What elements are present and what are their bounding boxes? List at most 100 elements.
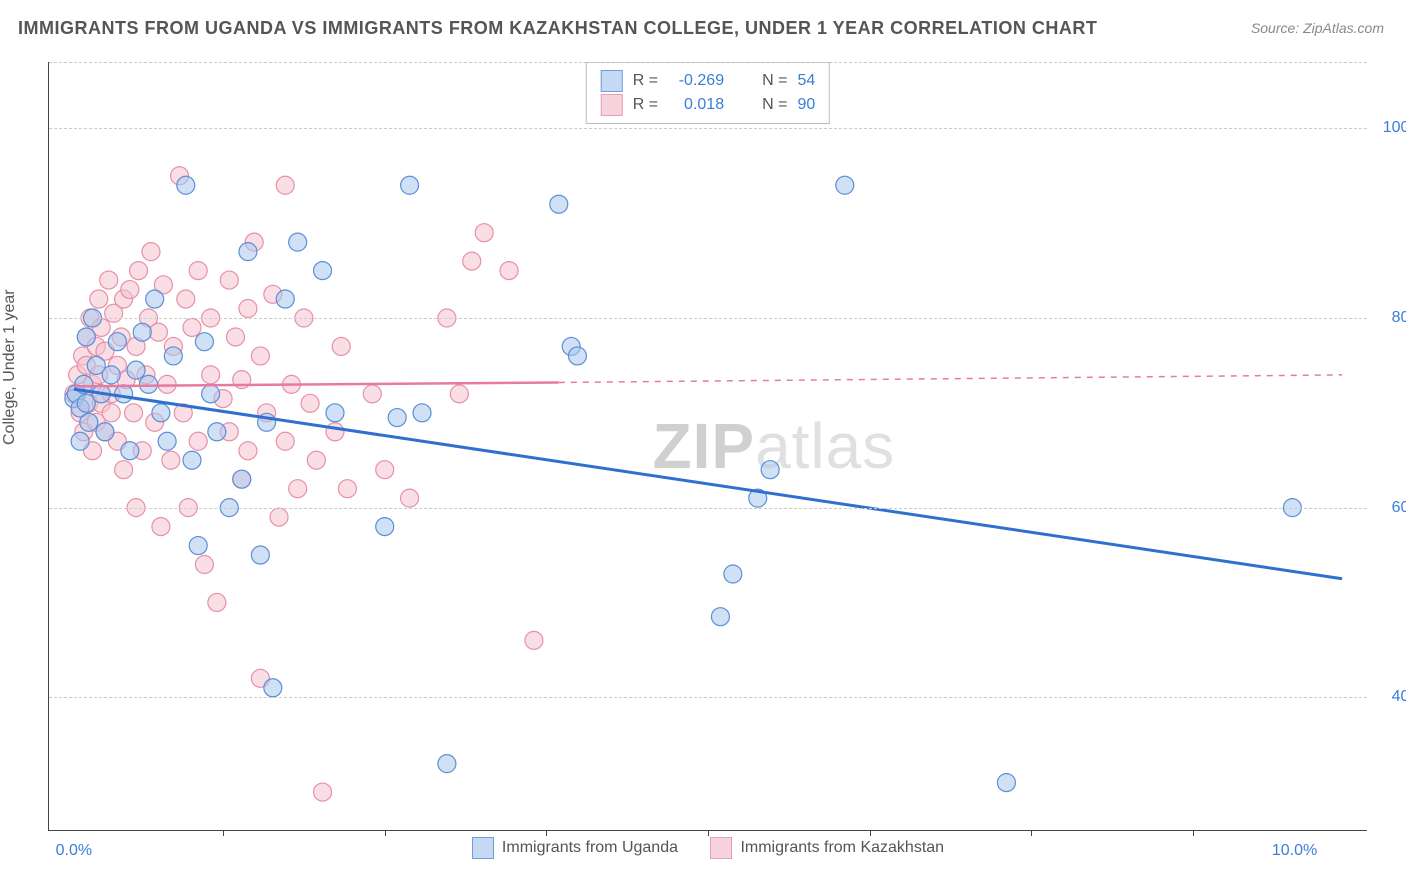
r-value-series2: 0.018 xyxy=(668,93,724,117)
stats-row-series1: R = -0.269 N = 54 xyxy=(601,69,815,93)
y-tick-label: 60.0% xyxy=(1377,499,1406,517)
data-point xyxy=(71,432,89,450)
data-point xyxy=(227,328,245,346)
data-point xyxy=(450,385,468,403)
data-point xyxy=(239,243,257,261)
data-point xyxy=(195,556,213,574)
x-tick xyxy=(546,830,547,836)
stats-row-series2: R = 0.018 N = 90 xyxy=(601,93,815,117)
legend-label-series1: Immigrants from Uganda xyxy=(502,839,678,857)
stats-legend-box: R = -0.269 N = 54 R = 0.018 N = 90 xyxy=(586,62,830,124)
x-tick xyxy=(1031,830,1032,836)
data-point xyxy=(125,404,143,422)
data-point xyxy=(177,176,195,194)
x-tick xyxy=(1193,830,1194,836)
data-point xyxy=(270,508,288,526)
data-point xyxy=(233,470,251,488)
data-point xyxy=(550,195,568,213)
data-point xyxy=(251,546,269,564)
data-point xyxy=(142,243,160,261)
data-point xyxy=(189,432,207,450)
legend-swatch-series2 xyxy=(710,837,732,859)
data-point xyxy=(100,271,118,289)
data-point xyxy=(121,281,139,299)
data-point xyxy=(836,176,854,194)
data-point xyxy=(127,361,145,379)
x-tick xyxy=(385,830,386,836)
data-point xyxy=(568,347,586,365)
data-point xyxy=(251,347,269,365)
data-point xyxy=(401,489,419,507)
data-point xyxy=(338,480,356,498)
data-point xyxy=(401,176,419,194)
data-point xyxy=(376,461,394,479)
data-point xyxy=(463,252,481,270)
legend-swatch-series1 xyxy=(472,837,494,859)
data-point xyxy=(711,608,729,626)
data-point xyxy=(102,404,120,422)
data-point xyxy=(90,290,108,308)
data-point xyxy=(115,461,133,479)
data-point xyxy=(525,631,543,649)
data-point xyxy=(376,518,394,536)
data-point xyxy=(724,565,742,583)
chart-svg xyxy=(49,62,1367,830)
bottom-legend: Immigrants from Uganda Immigrants from K… xyxy=(49,837,1367,864)
data-point xyxy=(121,442,139,460)
gridline xyxy=(49,697,1367,698)
n-value-series1: 54 xyxy=(797,69,815,93)
r-value-series1: -0.269 xyxy=(668,69,724,93)
gridline xyxy=(49,128,1367,129)
data-point xyxy=(152,518,170,536)
swatch-series2 xyxy=(601,94,623,116)
data-point xyxy=(276,176,294,194)
data-point xyxy=(438,755,456,773)
data-point xyxy=(289,480,307,498)
x-tick xyxy=(223,830,224,836)
data-point xyxy=(388,409,406,427)
plot-area: ZIPatlas R = -0.269 N = 54 R = 0.018 N =… xyxy=(48,62,1367,831)
y-axis-label: College, Under 1 year xyxy=(1,289,19,445)
n-value-series2: 90 xyxy=(797,93,815,117)
data-point xyxy=(413,404,431,422)
data-point xyxy=(326,404,344,422)
y-tick-label: 80.0% xyxy=(1377,309,1406,327)
data-point xyxy=(307,451,325,469)
data-point xyxy=(77,328,95,346)
data-point xyxy=(162,451,180,469)
data-point xyxy=(115,385,133,403)
data-point xyxy=(177,290,195,308)
data-point xyxy=(158,432,176,450)
data-point xyxy=(189,537,207,555)
x-tick xyxy=(708,830,709,836)
data-point xyxy=(133,323,151,341)
trend-line-dashed xyxy=(559,375,1342,383)
data-point xyxy=(314,262,332,280)
data-point xyxy=(239,300,257,318)
data-point xyxy=(208,593,226,611)
data-point xyxy=(149,323,167,341)
data-point xyxy=(130,262,148,280)
data-point xyxy=(220,271,238,289)
data-point xyxy=(202,385,220,403)
data-point xyxy=(146,290,164,308)
data-point xyxy=(314,783,332,801)
data-point xyxy=(332,337,350,355)
data-point xyxy=(189,262,207,280)
data-point xyxy=(183,451,201,469)
data-point xyxy=(208,423,226,441)
data-point xyxy=(80,413,98,431)
x-tick xyxy=(870,830,871,836)
gridline xyxy=(49,318,1367,319)
source-attribution: Source: ZipAtlas.com xyxy=(1251,20,1384,36)
data-point xyxy=(102,366,120,384)
data-point xyxy=(164,347,182,365)
data-point xyxy=(183,318,201,336)
data-point xyxy=(475,224,493,242)
data-point xyxy=(239,442,257,460)
gridline xyxy=(49,62,1367,63)
data-point xyxy=(997,774,1015,792)
data-point xyxy=(195,333,213,351)
data-point xyxy=(276,290,294,308)
data-point xyxy=(326,423,344,441)
